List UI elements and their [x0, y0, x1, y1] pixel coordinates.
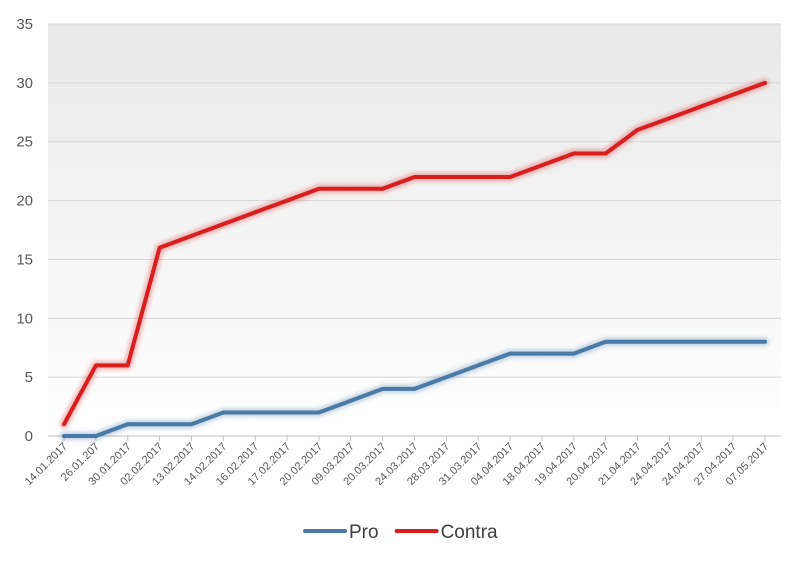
data-point: [189, 422, 193, 426]
data-point: [572, 352, 576, 356]
y-tick-label: 15: [16, 251, 33, 268]
plot-area: [48, 24, 781, 436]
data-point: [699, 104, 703, 108]
data-point: [94, 434, 98, 438]
data-point: [126, 363, 130, 367]
series-line-pro: [62, 339, 767, 438]
data-point: [349, 399, 353, 403]
series-line-contra: [62, 80, 767, 427]
data-point: [62, 422, 66, 426]
data-point: [572, 151, 576, 155]
data-point: [476, 363, 480, 367]
data-point: [731, 340, 735, 344]
data-point: [731, 93, 735, 97]
data-point: [413, 387, 417, 391]
data-point: [508, 352, 512, 356]
y-tick-label: 25: [16, 134, 33, 151]
data-point: [285, 199, 289, 203]
data-point: [221, 222, 225, 226]
x-axis-ticks: 14.01.201726.01.20730.01.201702.02.20171…: [23, 436, 771, 488]
y-tick-label: 35: [16, 16, 33, 33]
data-point: [189, 234, 193, 238]
y-tick-label: 20: [16, 193, 33, 210]
data-point: [763, 81, 767, 85]
data-point: [540, 163, 544, 167]
legend-label-pro: Pro: [349, 522, 379, 543]
data-point: [253, 410, 257, 414]
data-point: [317, 187, 321, 191]
data-point: [508, 175, 512, 179]
gridlines: [48, 23, 781, 437]
data-point: [158, 422, 162, 426]
data-point: [699, 340, 703, 344]
data-point: [126, 422, 130, 426]
data-point: [667, 340, 671, 344]
data-point: [604, 151, 608, 155]
data-point: [636, 128, 640, 132]
y-tick-label: 30: [16, 75, 33, 92]
series-lines: [60, 78, 769, 440]
data-point: [763, 340, 767, 344]
data-point: [381, 387, 385, 391]
data-point: [413, 175, 417, 179]
legend: Pro Contra: [303, 522, 498, 543]
data-point: [667, 116, 671, 120]
data-point: [540, 352, 544, 356]
y-tick-label: 5: [25, 369, 33, 386]
data-point: [349, 187, 353, 191]
data-point: [636, 340, 640, 344]
data-point: [381, 187, 385, 191]
data-point: [444, 175, 448, 179]
data-point: [253, 210, 257, 214]
y-axis-ticks: 0 5 10 15 20 25 30 35: [16, 16, 33, 445]
legend-label-contra: Contra: [441, 522, 498, 543]
data-point: [62, 434, 66, 438]
data-point: [317, 410, 321, 414]
x-tick-label: 14.01.2017: [23, 441, 70, 488]
y-tick-label: 0: [25, 428, 33, 445]
data-point: [221, 410, 225, 414]
data-point: [94, 363, 98, 367]
data-point: [158, 246, 162, 250]
data-point: [604, 340, 608, 344]
data-point: [285, 410, 289, 414]
data-point: [444, 375, 448, 379]
data-point: [476, 175, 480, 179]
y-tick-label: 10: [16, 310, 33, 327]
